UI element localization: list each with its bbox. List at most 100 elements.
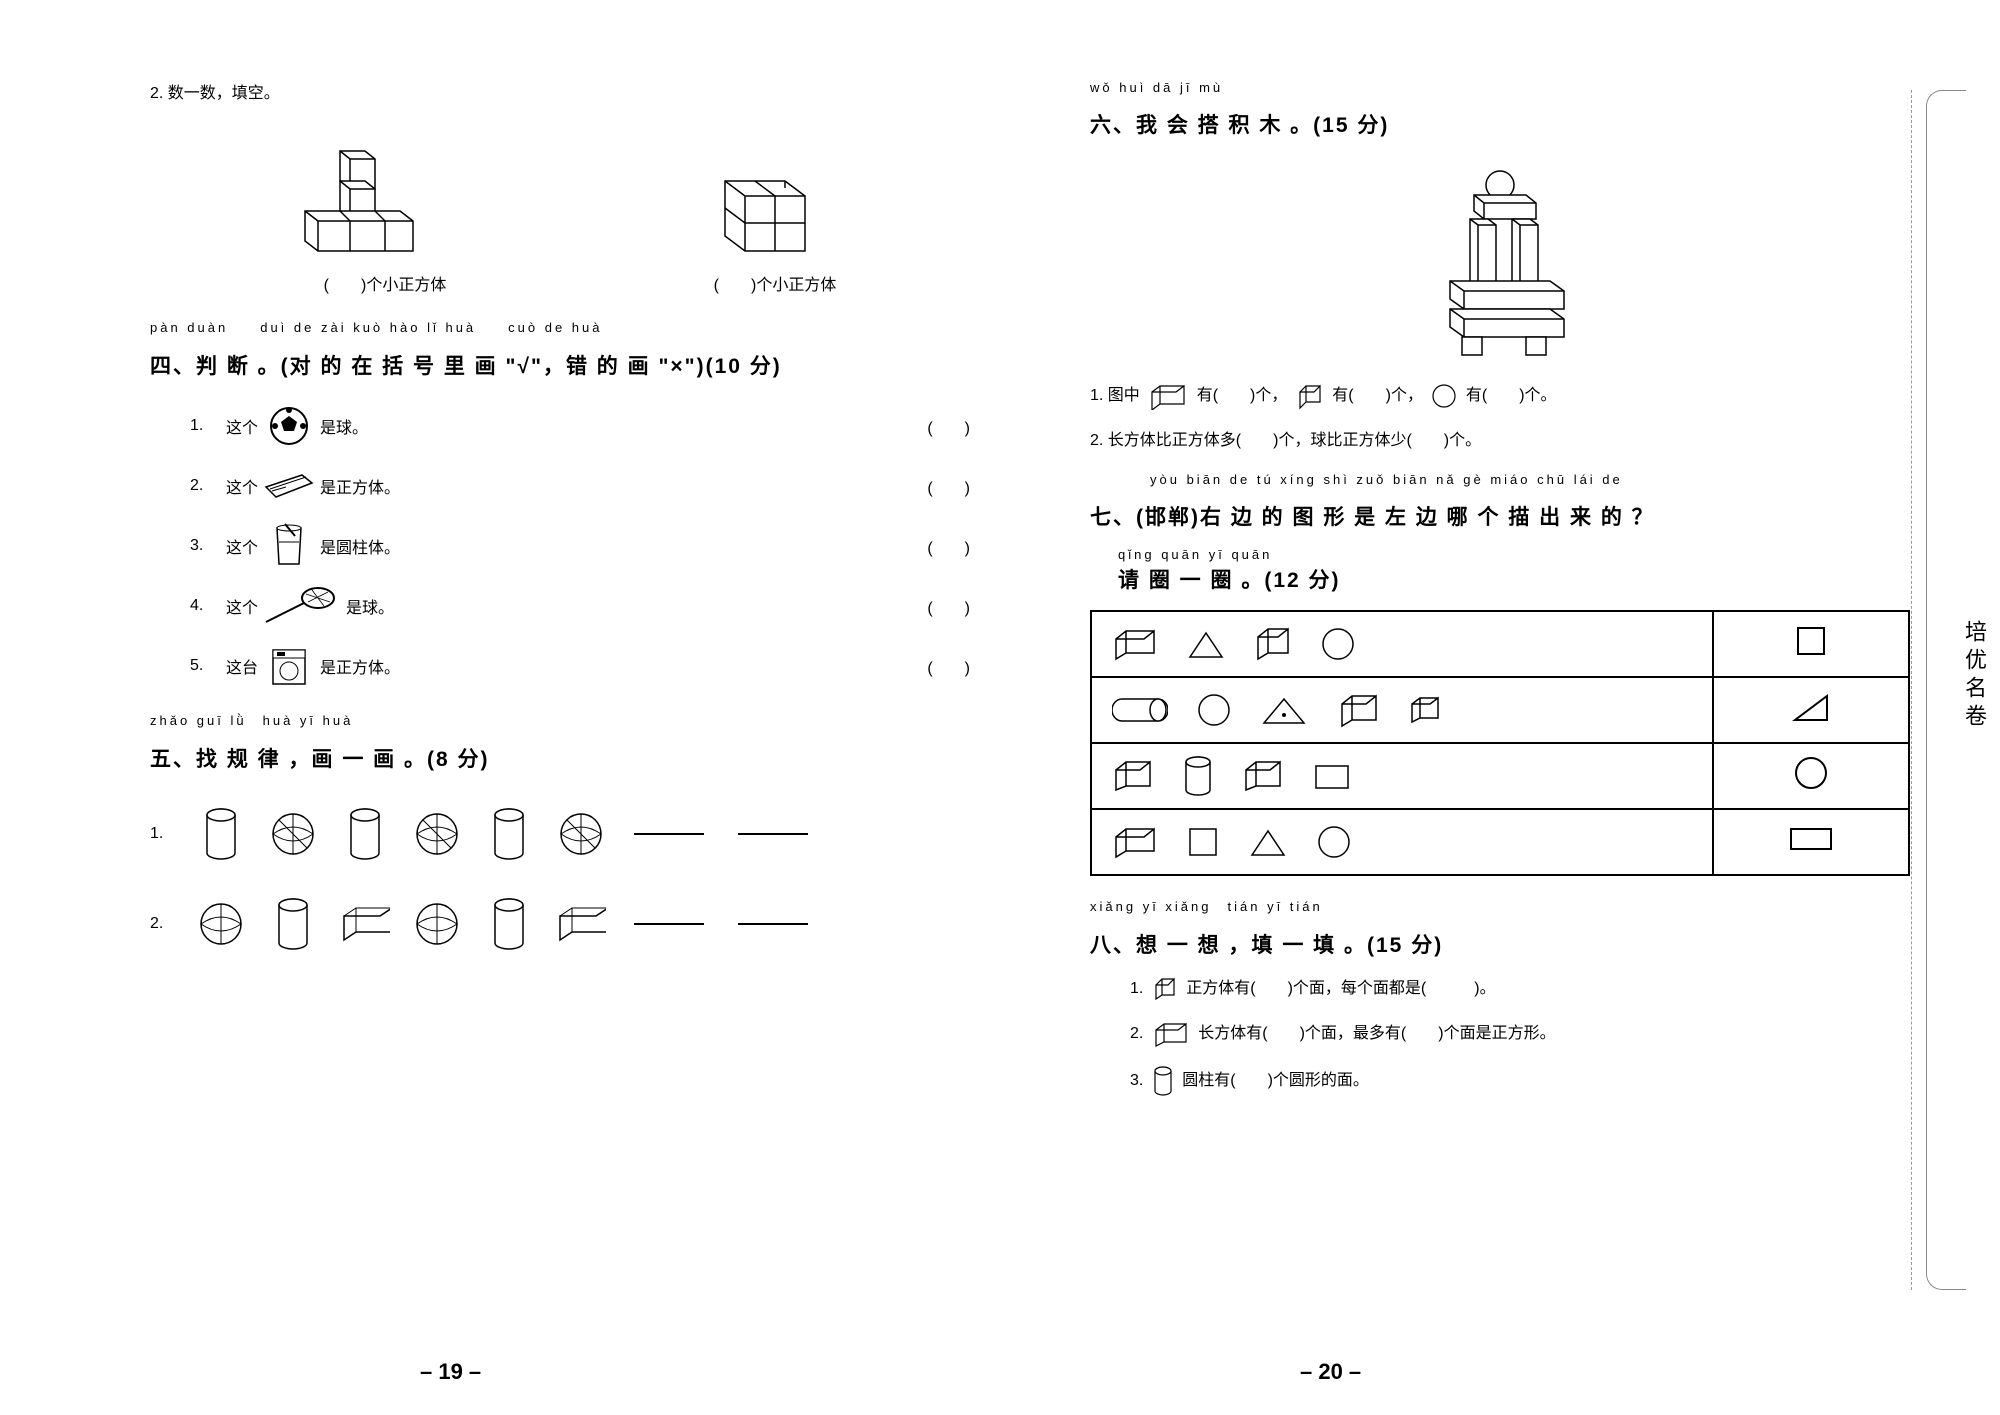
triangle-icon bbox=[1248, 825, 1288, 859]
cuboid-icon bbox=[1242, 758, 1284, 794]
judge-row: 3. 这个 是圆柱体。 ( ) bbox=[190, 516, 970, 576]
judge-num: 1. bbox=[190, 417, 226, 435]
judge-pre: 这台 bbox=[226, 654, 258, 678]
blank bbox=[634, 923, 704, 925]
judge-num: 4. bbox=[190, 597, 226, 615]
cube-l-shape-icon bbox=[285, 141, 425, 261]
cube-icon bbox=[1296, 382, 1324, 410]
circle-icon bbox=[1316, 824, 1352, 860]
cube-label-a: ( )个小正方体 bbox=[285, 271, 485, 295]
sec7-pinyin2: qǐng quān yī quān bbox=[1090, 547, 1910, 562]
prism-triangle-icon bbox=[1260, 693, 1310, 727]
cylinder-icon bbox=[196, 807, 246, 861]
cylinder-side-icon bbox=[1112, 695, 1168, 725]
q2-title: 2. 数一数，填空。 bbox=[150, 80, 970, 109]
cuboid-icon bbox=[1148, 382, 1188, 410]
cube-icon bbox=[1254, 625, 1292, 663]
cube-small-icon bbox=[1408, 692, 1444, 728]
paren: ( ) bbox=[880, 474, 970, 498]
blank bbox=[738, 833, 808, 835]
blank bbox=[634, 833, 704, 835]
sec6-q2: 2. 长方体比正方体多( )个，球比正方体少( )个。 bbox=[1090, 427, 1910, 456]
triangle-icon bbox=[1186, 627, 1226, 661]
basketball-icon bbox=[412, 807, 462, 861]
blank bbox=[738, 923, 808, 925]
rectangle-icon bbox=[1787, 825, 1835, 853]
judge-list: 1. 这个 是球。 ( ) 2. 这个 是正方体。 bbox=[150, 396, 970, 696]
judge-num: 3. bbox=[190, 537, 226, 555]
cubes-figures bbox=[150, 125, 970, 271]
racket-icon bbox=[262, 584, 342, 628]
rectangle-icon bbox=[1312, 760, 1352, 792]
pattern-row-2: 2. bbox=[150, 879, 970, 969]
basketball-icon bbox=[412, 897, 462, 951]
right-column: wǒ huì dā jī mù 六、我 会 搭 积 木 。(15 分) bbox=[1030, 80, 1940, 1375]
q-text: 圆柱有( )个圆形的面。 bbox=[1182, 1072, 1369, 1089]
cylinder-icon bbox=[484, 807, 534, 861]
judge-num: 2. bbox=[190, 477, 226, 495]
square-icon bbox=[1186, 825, 1220, 859]
sec7-title1: 七、(邯郸)右 边 的 图 形 是 左 边 哪 个 描 出 来 的 ？ bbox=[1090, 501, 1910, 531]
washer-icon bbox=[262, 644, 316, 688]
cylinder-icon bbox=[340, 807, 390, 861]
cube-icon bbox=[1152, 975, 1178, 1003]
page-number-right: – 20 – bbox=[1300, 1359, 1361, 1385]
sphere-icon bbox=[1431, 383, 1457, 409]
sec8-q1: 1. 正方体有( )个面，每个面都是( )。 bbox=[1090, 975, 1910, 1004]
cylinder-icon bbox=[268, 897, 318, 951]
sec6-pinyin: wǒ huì dā jī mù bbox=[1090, 80, 1910, 95]
q7-table bbox=[1090, 610, 1910, 876]
eraser-icon bbox=[262, 464, 316, 508]
cuboid-icon bbox=[556, 897, 606, 951]
sec8-title: 八、想 一 想 ，填 一 填 。(15 分) bbox=[1090, 929, 1910, 959]
judge-num: 5. bbox=[190, 657, 226, 675]
q-text: 长方体有( )个面，最多有( )个面是正方形。 bbox=[1198, 1025, 1555, 1042]
page: 2. 数一数，填空。 bbox=[0, 0, 2000, 1415]
cut-line bbox=[1911, 90, 1912, 1290]
sec5-title: 五、找 规 律 ，画 一 画 。(8 分) bbox=[150, 743, 970, 773]
cube-block-icon bbox=[695, 141, 835, 261]
soccer-ball-icon bbox=[262, 404, 316, 448]
circle-icon bbox=[1793, 755, 1829, 791]
basketball-icon bbox=[268, 807, 318, 861]
cuboid-icon bbox=[1338, 692, 1380, 728]
right-triangle-icon bbox=[1791, 690, 1831, 724]
sec7-title2: 请 圈 一 圈 。(12 分) bbox=[1090, 564, 1910, 594]
sec8-q2: 2. 长方体有( )个面，最多有( )个面是正方形。 bbox=[1090, 1020, 1910, 1049]
judge-post: 是正方体。 bbox=[320, 654, 400, 678]
paren: ( ) bbox=[880, 534, 970, 558]
page-number-left: – 19 – bbox=[420, 1359, 481, 1385]
paren: ( ) bbox=[880, 594, 970, 618]
judge-post: 是球。 bbox=[320, 414, 368, 438]
cuboid-icon bbox=[1152, 1020, 1190, 1048]
cube-labels: ( )个小正方体 ( )个小正方体 bbox=[150, 271, 970, 295]
glass-icon bbox=[262, 524, 316, 568]
judge-post: 是正方体。 bbox=[320, 474, 400, 498]
judge-post: 是圆柱体。 bbox=[320, 534, 400, 558]
sec8-pinyin: xiǎng yī xiǎng tián yī tián bbox=[1090, 896, 1910, 915]
cylinder-icon bbox=[484, 897, 534, 951]
sec5-pinyin: zhǎo guī lǜ huà yī huà bbox=[150, 710, 970, 729]
sec6-title: 六、我 会 搭 积 木 。(15 分) bbox=[1090, 109, 1910, 139]
circle-icon bbox=[1196, 692, 1232, 728]
q-text: 有( )个， bbox=[1332, 387, 1423, 404]
sec6-q1: 1. 图中 有( )个， 有( )个， 有( )个。 bbox=[1090, 382, 1910, 411]
pattern-num: 1. bbox=[150, 825, 174, 843]
judge-pre: 这个 bbox=[226, 594, 258, 618]
sec7-pinyin1: yòu biān de tú xíng shì zuǒ biān nǎ gè m… bbox=[1090, 472, 1910, 487]
judge-row: 5. 这台 是正方体。 ( ) bbox=[190, 636, 970, 696]
sec4-title: 四、判 断 。(对 的 在 括 号 里 画 "√"，错 的 画 "×")(10 … bbox=[150, 350, 970, 380]
pattern-num: 2. bbox=[150, 915, 174, 933]
q-num: 1. bbox=[1130, 980, 1148, 997]
circle-icon bbox=[1320, 626, 1356, 662]
cuboid-icon bbox=[1112, 758, 1154, 794]
cube-label-b: ( )个小正方体 bbox=[675, 271, 875, 295]
left-column: 2. 数一数，填空。 bbox=[120, 80, 1030, 1375]
q-text: 1. 图中 bbox=[1090, 387, 1140, 404]
judge-row: 2. 这个 是正方体。 ( ) bbox=[190, 456, 970, 516]
paren: ( ) bbox=[880, 654, 970, 678]
q-num: 2. bbox=[1130, 1025, 1148, 1042]
paren: ( ) bbox=[880, 414, 970, 438]
cylinder-icon bbox=[1152, 1065, 1174, 1097]
q-text: 有( )个， bbox=[1197, 387, 1288, 404]
